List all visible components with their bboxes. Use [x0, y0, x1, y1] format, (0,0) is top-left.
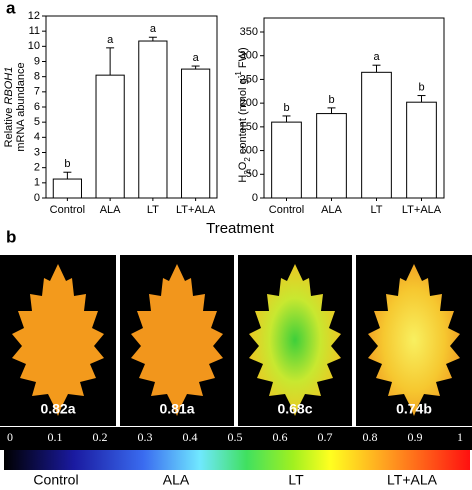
colorbar-tick-label: 1	[457, 430, 463, 444]
colorbar-tick-label: 0.7	[318, 430, 333, 444]
y-tick-label: 8	[34, 71, 40, 83]
x-tick-label: LT+ALA	[402, 204, 442, 216]
y-tick-label: 6	[34, 101, 40, 113]
colorbar-tick-label: 0	[7, 430, 13, 444]
significance-letter: a	[150, 23, 157, 35]
y-tick-label: 9	[34, 55, 40, 67]
image-value-label: 0.74b	[396, 401, 432, 417]
significance-letter: b	[64, 158, 70, 170]
panel-label: a	[6, 0, 16, 17]
significance-letter: b	[283, 102, 289, 114]
y-tick-label: 300	[240, 50, 258, 62]
y-axis-title-part: 2	[243, 170, 252, 175]
y-tick-label: 250	[240, 73, 258, 85]
y-tick-label: 350	[240, 26, 258, 38]
bar	[271, 121, 302, 199]
x-tick-label: LT+ALA	[176, 204, 216, 216]
y-tick-label: 0	[34, 192, 40, 204]
bar	[316, 113, 347, 199]
y-axis-title-part: Relative	[3, 105, 15, 148]
colorbar-tick-label: 0.3	[138, 430, 153, 444]
y-tick-label: 1	[34, 177, 40, 189]
y-axis-title-part: FW)	[237, 47, 249, 71]
bar	[406, 101, 437, 199]
y-tick-label: 10	[28, 40, 40, 52]
panel-label: b	[6, 227, 16, 246]
y-tick-label: 12	[28, 10, 40, 22]
y-tick-label: 5	[34, 116, 40, 128]
colorbar-tick-label: 0.8	[363, 430, 378, 444]
x-tick-label: ALA	[321, 204, 342, 216]
y-axis-title-part: -1	[234, 71, 243, 79]
significance-letter: a	[107, 34, 114, 46]
y-tick-label: 0	[252, 192, 258, 204]
legend-label: LT	[288, 472, 304, 488]
x-tick-label: LT	[147, 204, 159, 216]
x-tick-label: Control	[269, 204, 304, 216]
bar	[95, 74, 125, 199]
image-panels	[0, 255, 472, 470]
y-tick-label: 100	[240, 144, 258, 156]
significance-letter: a	[193, 52, 200, 64]
image-value-label: 0.81a	[159, 401, 194, 417]
bar	[138, 40, 168, 199]
legend-label: ALA	[163, 472, 190, 488]
y-axis-title: Relative RBOH1	[3, 67, 15, 148]
x-tick-label: Control	[50, 204, 85, 216]
image-value-label: 0.68c	[277, 401, 312, 417]
x-tick-label: LT	[370, 204, 382, 216]
image-value-label: 0.82a	[40, 401, 75, 417]
bar	[181, 68, 211, 199]
legend-label: LT+ALA	[387, 472, 438, 488]
colorbar-tick-label: 0.1	[48, 430, 63, 444]
significance-letter: a	[373, 51, 380, 63]
y-axis-title-part: O	[237, 161, 249, 170]
bar	[361, 71, 392, 199]
y-tick-label: 7	[34, 86, 40, 98]
y-tick-label: 2	[34, 162, 40, 174]
y-axis-title-part: RBOH1	[3, 67, 15, 105]
y-axis-title: H2O2 content (nmol g-1 FW)	[234, 47, 252, 182]
plot-frame	[263, 17, 445, 199]
colorbar-background	[0, 427, 472, 450]
y-axis-title: mRNA abundance	[15, 62, 27, 151]
y-tick-label: 11	[29, 25, 40, 37]
y-axis-title-part: H	[237, 175, 249, 183]
y-tick-label: 50	[246, 168, 258, 180]
bar	[52, 178, 82, 199]
y-axis-title-part: 2	[243, 157, 252, 162]
y-tick-label: 150	[240, 121, 258, 133]
y-tick-label: 3	[34, 146, 40, 158]
colorbar-tick-label: 0.6	[273, 430, 288, 444]
colorbar-tick-label: 0.9	[408, 430, 423, 444]
legend-label: Control	[33, 472, 78, 488]
significance-letter: b	[328, 94, 334, 106]
colorbar	[4, 450, 470, 470]
significance-letter: b	[418, 81, 424, 93]
y-axis-title-part: content (nmol g	[237, 78, 249, 157]
y-tick-label: 200	[240, 97, 258, 109]
y-tick-label: 4	[34, 131, 40, 143]
colorbar-tick-label: 0.2	[93, 430, 108, 444]
colorbar-tick-label: 0.4	[183, 430, 198, 444]
x-axis-title: Treatment	[206, 220, 275, 237]
colorbar-tick-label: 0.5	[228, 430, 243, 444]
x-tick-label: ALA	[100, 204, 121, 216]
